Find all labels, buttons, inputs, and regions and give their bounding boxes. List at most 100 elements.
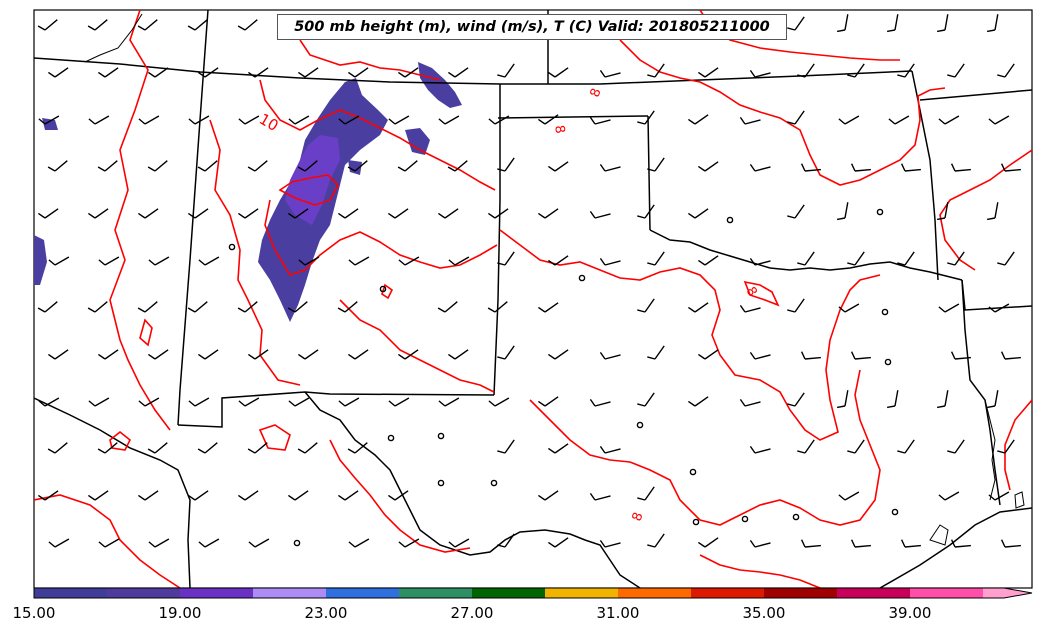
wind-barb — [599, 539, 621, 548]
wind-barb — [347, 67, 369, 78]
wind-barb — [850, 539, 871, 548]
contour-az — [34, 494, 181, 588]
colorbar-segment — [618, 588, 691, 598]
calm-wind-circle — [293, 539, 301, 547]
calm-wind-circle — [387, 434, 395, 442]
shaded-region-west — [34, 235, 47, 285]
wind-barb — [98, 256, 120, 266]
wind-barb — [897, 251, 915, 266]
contour-nm-north — [299, 39, 441, 81]
wind-barb — [197, 442, 218, 454]
wind-barb — [98, 538, 120, 548]
wind-barb — [237, 208, 259, 219]
wind-barb — [247, 442, 268, 454]
wind-barb — [836, 390, 849, 409]
wind-barb — [599, 445, 621, 454]
wind-barb — [387, 490, 409, 501]
wind-barb — [787, 298, 805, 313]
colorbar-tick-label: 15.00 — [13, 604, 56, 622]
wind-barb — [448, 256, 470, 266]
wind-barb — [537, 302, 559, 313]
wind-barb — [497, 63, 515, 78]
shaded-speck — [42, 118, 58, 130]
wind-barb — [337, 301, 358, 313]
wind-barb — [986, 14, 999, 33]
calm-wind-circle — [692, 518, 700, 526]
wind-barb — [448, 538, 470, 548]
wind-barb — [847, 63, 865, 78]
wind-barb — [238, 115, 260, 125]
wind-barb — [938, 115, 960, 125]
contour-small-4 — [743, 280, 780, 307]
wind-barb — [938, 491, 960, 501]
wind-barb — [1000, 539, 1021, 548]
wind-barb — [637, 204, 655, 219]
wind-barb — [438, 397, 460, 407]
wind-barb — [838, 491, 860, 501]
contour-la — [1004, 399, 1032, 491]
wind-barb — [647, 63, 665, 78]
wind-barb — [487, 301, 508, 313]
wind-barb — [97, 67, 119, 78]
contour-tx-central — [529, 369, 881, 526]
colorbar-segment — [180, 588, 253, 598]
wind-barb — [187, 19, 208, 31]
contour-west-1 — [109, 10, 171, 431]
wind-barb — [697, 67, 719, 78]
wind-barb — [47, 160, 68, 172]
wind-barb — [37, 208, 59, 219]
border-az-west — [34, 397, 191, 588]
calm-wind-circle — [379, 285, 387, 293]
shaded-speck-2 — [348, 160, 362, 175]
wind-barb — [287, 301, 308, 313]
wind-barb — [97, 442, 118, 454]
wind-barb — [838, 303, 860, 313]
colorbar-tick-label: 27.00 — [451, 604, 494, 622]
wind-barb — [438, 115, 460, 125]
wind-barb — [1000, 163, 1021, 172]
wind-barb — [437, 208, 459, 219]
wind-barb — [749, 163, 771, 172]
wind-barb — [947, 439, 965, 454]
wind-barb — [88, 397, 110, 407]
wind-barb — [248, 538, 270, 548]
wind-barb — [348, 538, 370, 548]
wind-barb — [198, 538, 220, 548]
wind-barb — [797, 439, 815, 454]
wind-barb — [900, 163, 921, 172]
wind-barb — [847, 251, 865, 266]
border-red-river — [649, 229, 963, 281]
wind-barb — [338, 397, 360, 407]
contour-nm-ring — [278, 174, 339, 206]
coastline-nw — [84, 13, 143, 63]
wind-barb — [547, 255, 569, 266]
colorbar-segment — [107, 588, 180, 598]
wind-barb — [800, 351, 821, 360]
wind-barb — [497, 439, 515, 454]
wind-barb — [647, 533, 665, 548]
wind-barb — [936, 202, 949, 221]
calm-wind-circle — [490, 479, 498, 487]
wind-barb — [847, 439, 865, 454]
colorbar-segment — [253, 588, 326, 598]
wind-barb — [787, 392, 805, 407]
wind-barb — [297, 442, 318, 454]
wind-barb — [697, 161, 719, 172]
wind-barb — [547, 67, 569, 78]
wind-barb — [397, 160, 418, 172]
wind-barb — [797, 63, 815, 78]
wind-barb — [787, 110, 805, 125]
wind-barb — [997, 251, 1015, 266]
wind-barb — [988, 491, 1010, 501]
wind-barb — [38, 397, 60, 407]
colorbar-tick-label: 31.00 — [597, 604, 640, 622]
contour-east — [939, 149, 1032, 271]
wind-barb — [986, 202, 999, 221]
wind-barb — [599, 351, 621, 360]
wind-barb — [687, 114, 709, 125]
wind-barb — [147, 160, 168, 172]
wind-barb — [288, 397, 310, 407]
calm-wind-circle — [636, 421, 644, 429]
wind-barb — [37, 19, 58, 31]
wind-barb — [87, 490, 109, 501]
